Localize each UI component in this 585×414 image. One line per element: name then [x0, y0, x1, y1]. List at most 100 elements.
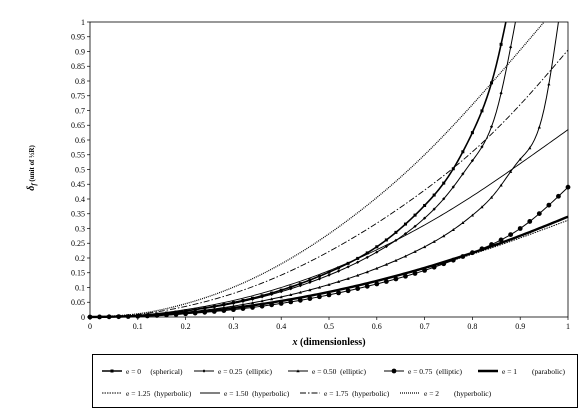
series-marker [250, 297, 255, 301]
y-tick-label: 0.2 [75, 254, 85, 263]
y-tick-label: 0.5 [75, 165, 85, 174]
y-tick-label: 0.3 [75, 224, 85, 233]
series-e-2 [89, 21, 545, 318]
series-e-0 [88, 21, 507, 319]
legend-swatch [300, 392, 320, 394]
y-tick-label: 0.25 [71, 239, 85, 248]
x-tick-label: 0.4 [276, 322, 286, 331]
y-axis-ticks: 0 0.05 0.1 0.15 0.2 0.25 0.3 0.35 0.4 0.45 0.5 0.55… [71, 18, 90, 322]
series-marker [231, 301, 235, 306]
series-marker [432, 193, 436, 197]
x-axis-label: x (dimensionless) [291, 337, 365, 348]
series-marker [365, 251, 369, 255]
series-line [89, 219, 569, 318]
series-marker [537, 125, 541, 129]
series-marker [442, 197, 446, 201]
series-e-0-75 [87, 184, 571, 320]
series-marker [317, 294, 322, 300]
y-tick-label: 0.6 [75, 136, 85, 145]
series-marker [289, 287, 293, 291]
series-marker [384, 262, 388, 266]
legend-swatch [102, 392, 122, 394]
x-tick-label: 0.6 [372, 322, 382, 331]
series-marker [317, 277, 322, 281]
series-marker [327, 282, 331, 286]
series-marker [470, 213, 474, 217]
series-marker [498, 237, 504, 243]
series-marker [260, 295, 264, 299]
legend-swatch-marker [391, 368, 397, 374]
legend-swatch-marker [202, 369, 206, 373]
series-marker [394, 258, 398, 262]
legend-item: e = 0.75 (elliptic) [383, 361, 462, 381]
legend-swatch [288, 369, 308, 373]
series-e-1-75 [89, 49, 569, 318]
legend-item: e = 0.50 (elliptic) [287, 361, 366, 381]
series-marker [317, 274, 321, 278]
series-marker [565, 184, 571, 190]
series-marker [451, 185, 455, 189]
series-marker [346, 265, 350, 269]
x-tick-label: 0 [88, 322, 92, 331]
series-marker [413, 213, 417, 217]
x-tick-label: 0.7 [420, 322, 430, 331]
x-tick-label: 0.5 [324, 322, 334, 331]
y-tick-label: 0.8 [75, 77, 85, 86]
y-tick-label: 0.15 [71, 269, 85, 278]
y-tick-label: 0 [81, 313, 85, 322]
y-tick-label: 0.65 [71, 121, 85, 130]
y-tick-label: 0.85 [71, 62, 85, 71]
series-marker [461, 150, 465, 154]
series-marker [403, 222, 407, 226]
y-tick-label: 0.05 [71, 298, 85, 307]
legend-swatch [102, 369, 122, 373]
series-marker [461, 221, 465, 225]
legend-swatch [194, 369, 214, 373]
series-marker [250, 301, 255, 305]
y-tick-label: 0.4 [75, 195, 85, 204]
x-axis-ticks: 0 0.1 0.2 0.3 0.4 0.5 0.6 0.7 0.8 0.9 1 [88, 317, 570, 331]
series-marker [346, 276, 350, 280]
legend-swatch [384, 368, 404, 374]
series-marker [499, 183, 503, 187]
series-marker [270, 297, 274, 301]
legend-label: e = 0.50 (elliptic) [312, 366, 367, 376]
legend-item: e = 1.75 (hyperbolic) [299, 383, 389, 403]
series-marker [345, 288, 351, 294]
series-marker [423, 216, 427, 220]
series-marker [365, 255, 369, 259]
y-tick-label: 0.9 [75, 47, 85, 56]
series-marker [432, 207, 436, 211]
legend: e = 0 (spherical) e = 0.25 (elliptic) e = … [92, 354, 578, 408]
series-marker [451, 167, 455, 171]
legend-row: e = 0 (spherical) e = 0.25 (elliptic) e = … [93, 361, 577, 381]
legend-label: e = 1.75 (hyperbolic) [324, 388, 390, 398]
legend-label: e = 1.50 (hyperbolic) [224, 388, 290, 398]
series-marker [423, 245, 427, 249]
x-tick-label: 0.2 [181, 322, 191, 331]
series-marker [279, 295, 283, 299]
series-marker [297, 297, 303, 303]
legend-label: e = 1 (parabolic) [502, 366, 565, 376]
series-line [89, 49, 569, 318]
series-marker [327, 270, 331, 274]
series-marker [336, 280, 341, 283]
series-marker [289, 285, 293, 289]
legend-swatch-marker [296, 369, 300, 373]
series-marker [337, 266, 341, 270]
series-marker [547, 82, 551, 86]
series-marker [393, 276, 399, 282]
legend-row: e = 1.25 (hyperbolic) e = 1.50 (hyperboli… [93, 383, 577, 403]
legend-swatch [478, 369, 498, 373]
series-marker [518, 157, 522, 161]
legend-item: e = 2 (hyperbolic) [399, 383, 491, 403]
series-line [89, 21, 516, 318]
series-marker [365, 270, 369, 274]
legend-swatch-marker [110, 369, 114, 373]
series-marker [317, 285, 322, 289]
series-marker [536, 211, 542, 216]
series-marker [241, 302, 245, 306]
x-tick-label: 0.9 [515, 322, 525, 331]
series-e-0-25 [88, 21, 516, 319]
series-marker [470, 131, 474, 135]
